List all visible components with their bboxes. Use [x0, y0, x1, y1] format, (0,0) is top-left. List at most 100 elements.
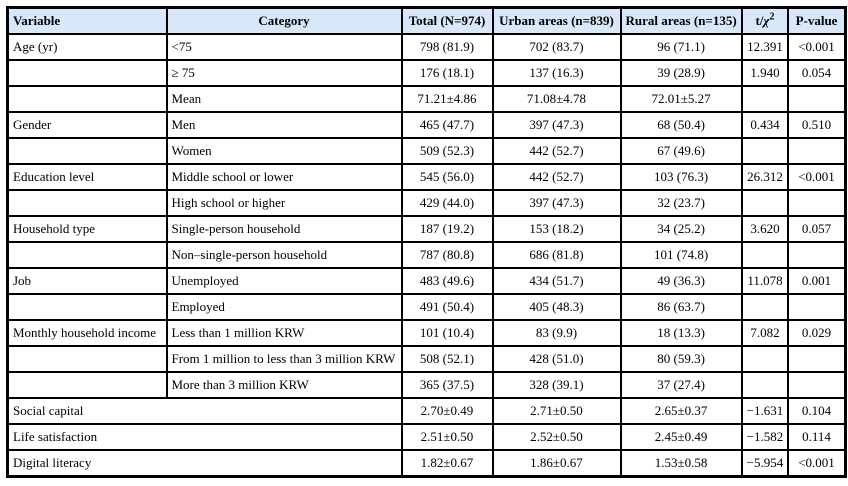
- pvalue-cell: [787, 85, 847, 113]
- statistic-cell: −1.631: [740, 397, 790, 425]
- stat-chi-label: χ: [763, 13, 770, 28]
- category-cell: Men: [165, 111, 403, 139]
- urban-cell: 702 (83.7): [491, 33, 622, 61]
- rural-cell: 37 (27.4): [619, 371, 743, 399]
- column-header-total: Total (N=974): [400, 6, 494, 35]
- rural-cell: 34 (25.2): [619, 215, 743, 243]
- urban-cell: 397 (47.3): [491, 189, 622, 217]
- urban-cell: 137 (16.3): [491, 59, 622, 87]
- rural-cell: 86 (63.7): [619, 293, 743, 321]
- table-row: High school or higher 429 (44.0) 397 (47.3…: [6, 189, 847, 217]
- variable-cell: Life satisfaction: [6, 423, 403, 451]
- table-row: Non–single-person household 787 (80.8) 686…: [6, 241, 847, 269]
- total-cell: 798 (81.9): [400, 33, 494, 61]
- category-cell: Less than 1 million KRW: [165, 319, 403, 347]
- pvalue-cell: <0.001: [787, 163, 847, 191]
- variable-cell: [6, 241, 168, 269]
- column-header-rural: Rural areas (n=135): [619, 6, 743, 35]
- urban-cell: 2.71±0.50: [491, 397, 622, 425]
- total-cell: 365 (37.5): [400, 371, 494, 399]
- column-header-variable: Variable: [6, 6, 168, 35]
- statistic-cell: −5.954: [740, 449, 790, 478]
- pvalue-cell: 0.057: [787, 215, 847, 243]
- table-row: Social capital 2.70±0.49 2.71±0.50 2.65±0.3…: [6, 397, 847, 425]
- statistic-cell: 0.434: [740, 111, 790, 139]
- urban-cell: 405 (48.3): [491, 293, 622, 321]
- table-row: Mean 71.21±4.86 71.08±4.78 72.01±5.27: [6, 85, 847, 113]
- pvalue-cell: <0.001: [787, 449, 847, 478]
- total-cell: 71.21±4.86: [400, 85, 494, 113]
- total-cell: 508 (52.1): [400, 345, 494, 373]
- table-row: ≥ 75 176 (18.1) 137 (16.3) 39 (28.9) 1.940 0.…: [6, 59, 847, 87]
- total-cell: 176 (18.1): [400, 59, 494, 87]
- category-cell: ≥ 75: [165, 59, 403, 87]
- pvalue-cell: <0.001: [787, 33, 847, 61]
- rural-cell: 39 (28.9): [619, 59, 743, 87]
- statistic-cell: 7.082: [740, 319, 790, 347]
- total-cell: 465 (47.7): [400, 111, 494, 139]
- category-cell: Non–single-person household: [165, 241, 403, 269]
- column-header-pvalue: P-value: [787, 6, 847, 35]
- total-cell: 429 (44.0): [400, 189, 494, 217]
- statistic-cell: [740, 371, 790, 399]
- statistic-cell: 26.312: [740, 163, 790, 191]
- rural-cell: 2.65±0.37: [619, 397, 743, 425]
- table-row: Digital literacy 1.82±0.67 1.86±0.67 1.53±0…: [6, 449, 847, 478]
- total-cell: 787 (80.8): [400, 241, 494, 269]
- category-cell: Employed: [165, 293, 403, 321]
- stat-superscript: 2: [769, 11, 775, 23]
- table-row: Monthly household income Less than 1 mill…: [6, 319, 847, 347]
- rural-cell: 68 (50.4): [619, 111, 743, 139]
- urban-cell: 328 (39.1): [491, 371, 622, 399]
- urban-cell: 442 (52.7): [491, 137, 622, 165]
- rural-cell: 32 (23.7): [619, 189, 743, 217]
- statistic-cell: 11.078: [740, 267, 790, 295]
- total-cell: 2.51±0.50: [400, 423, 494, 451]
- rural-cell: 96 (71.1): [619, 33, 743, 61]
- pvalue-cell: [787, 345, 847, 373]
- total-cell: 101 (10.4): [400, 319, 494, 347]
- total-cell: 1.82±0.67: [400, 449, 494, 478]
- variable-cell: Gender: [6, 111, 168, 139]
- urban-cell: 442 (52.7): [491, 163, 622, 191]
- stat-t-label: t/: [755, 13, 764, 28]
- rural-cell: 101 (74.8): [619, 241, 743, 269]
- table-row: Age (yr) <75 798 (81.9) 702 (83.7) 96 (71.1)…: [6, 33, 847, 61]
- rural-cell: 80 (59.3): [619, 345, 743, 373]
- category-cell: From 1 million to less than 3 million KR…: [165, 345, 403, 373]
- table-row: From 1 million to less than 3 million KR…: [6, 345, 847, 373]
- table-row: More than 3 million KRW 365 (37.5) 328 (39…: [6, 371, 847, 399]
- pvalue-cell: 0.054: [787, 59, 847, 87]
- urban-cell: 1.86±0.67: [491, 449, 622, 478]
- pvalue-cell: 0.114: [787, 423, 847, 451]
- table-row: Women 509 (52.3) 442 (52.7) 67 (49.6): [6, 137, 847, 165]
- statistic-cell: [740, 345, 790, 373]
- pvalue-cell: [787, 189, 847, 217]
- pvalue-cell: 0.001: [787, 267, 847, 295]
- variable-cell: Job: [6, 267, 168, 295]
- category-cell: High school or higher: [165, 189, 403, 217]
- statistic-cell: [740, 293, 790, 321]
- rural-cell: 103 (76.3): [619, 163, 743, 191]
- table-row: Gender Men 465 (47.7) 397 (47.3) 68 (50.4) 0.…: [6, 111, 847, 139]
- table-row: Job Unemployed 483 (49.6) 434 (51.7) 49 (36.…: [6, 267, 847, 295]
- total-cell: 187 (19.2): [400, 215, 494, 243]
- urban-cell: 71.08±4.78: [491, 85, 622, 113]
- variable-cell: Social capital: [6, 397, 403, 425]
- pvalue-cell: [787, 371, 847, 399]
- variable-cell: [6, 293, 168, 321]
- table-row: Education level Middle school or lower 545…: [6, 163, 847, 191]
- table-body: Age (yr) <75 798 (81.9) 702 (83.7) 96 (71.1)…: [6, 33, 847, 478]
- column-header-statistic: t/χ2: [740, 6, 790, 35]
- variable-cell: Age (yr): [6, 33, 168, 61]
- total-cell: 509 (52.3): [400, 137, 494, 165]
- urban-cell: 83 (9.9): [491, 319, 622, 347]
- statistic-cell: [740, 137, 790, 165]
- urban-cell: 434 (51.7): [491, 267, 622, 295]
- statistic-cell: 12.391: [740, 33, 790, 61]
- variable-cell: [6, 85, 168, 113]
- category-cell: Mean: [165, 85, 403, 113]
- column-header-urban: Urban areas (n=839): [491, 6, 622, 35]
- total-cell: 545 (56.0): [400, 163, 494, 191]
